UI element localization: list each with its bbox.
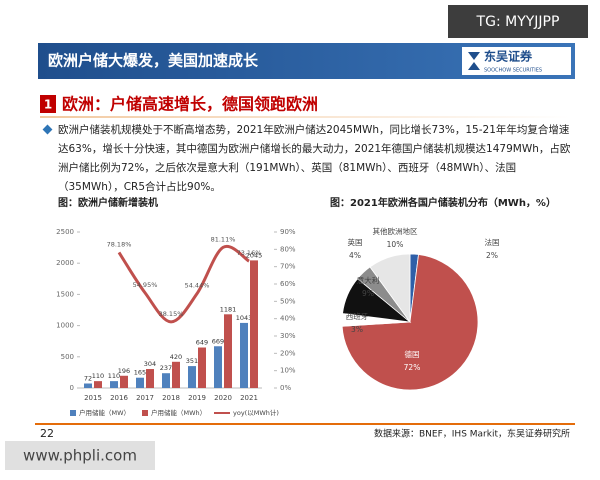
legend-swatch	[142, 410, 148, 416]
bar	[146, 369, 154, 388]
x-tick-label: 2015	[84, 394, 102, 402]
y2-tick-label: 80%	[280, 245, 296, 253]
y-tick-label: 1500	[56, 290, 74, 298]
line-value-label: 54.95%	[133, 281, 158, 289]
bar-value-label: 196	[118, 367, 130, 375]
line-value-label: 54.44%	[185, 282, 210, 290]
bar	[110, 381, 118, 388]
legend-label: 户用储能（MWh）	[151, 408, 206, 417]
pie-value-label: 3%	[351, 325, 363, 334]
pie-label: 其他欧洲地区	[373, 226, 418, 236]
bar	[172, 361, 180, 388]
bar	[120, 375, 128, 388]
x-tick-label: 2021	[240, 394, 258, 402]
logo-box	[462, 47, 571, 75]
y2-tick-label: 10%	[280, 367, 296, 375]
section-number-box	[40, 95, 56, 113]
bar-value-label: 110	[108, 372, 120, 380]
pie-value-label: 10%	[387, 240, 404, 249]
watermark-top: TG: MYYJJPP	[476, 14, 560, 30]
y-tick-label: 2500	[56, 228, 74, 236]
y2-tick-label: 20%	[280, 349, 296, 357]
y2-tick-label: 70%	[280, 263, 296, 271]
bar-value-label: 2045	[246, 251, 263, 259]
y2-tick-label: 90%	[280, 228, 296, 236]
header-title: 欧洲户储大爆发，美国加速成长	[48, 52, 259, 70]
chart-title: 图：欧洲户储新增装机	[58, 196, 158, 209]
x-tick-label: 2019	[188, 394, 206, 402]
y2-tick-label: 40%	[280, 315, 296, 323]
bar-value-label: 304	[144, 360, 156, 368]
pie-value-label: 9%	[362, 289, 374, 298]
line-value-label: 38.15%	[159, 310, 184, 318]
y2-tick-label: 30%	[280, 332, 296, 340]
bar	[224, 314, 232, 388]
y2-tick-label: 0%	[280, 384, 291, 392]
pie-value-label: 72%	[404, 363, 421, 372]
y-tick-label: 2000	[56, 259, 74, 267]
y2-tick-label: 50%	[280, 297, 296, 305]
x-tick-label: 2016	[110, 394, 128, 402]
line-value-label: 73.16%	[237, 249, 262, 257]
x-tick-label: 2020	[214, 394, 232, 402]
watermark-bottom: www.phpli.com	[23, 447, 137, 465]
y2-tick-label: 60%	[280, 280, 296, 288]
pie-value-label: 4%	[349, 251, 361, 260]
line-value-label: 81.11%	[211, 235, 236, 243]
logo-cn: 东吴证券	[484, 49, 533, 64]
page-number: 22	[40, 427, 54, 440]
bar-value-label: 237	[160, 364, 172, 372]
section-title: 欧洲：户储高速增长，德国领跑欧洲	[62, 95, 318, 114]
bar	[94, 381, 102, 388]
bar	[250, 260, 258, 388]
x-tick-label: 2017	[136, 394, 154, 402]
pie-label: 西班牙	[346, 311, 369, 321]
pie-label: 英国	[348, 237, 363, 247]
y-tick-label: 0	[70, 384, 74, 392]
bullet-text: 欧洲户储装机规模处于不断高增态势，2021年欧洲户储达2045MWh，同比增长7…	[58, 124, 571, 193]
section-underline	[40, 116, 570, 118]
bar	[162, 373, 170, 388]
legend-label: yoy(以MWh计)	[233, 408, 279, 417]
bar-value-label: 1181	[220, 305, 237, 313]
bar-value-label: 669	[212, 337, 224, 345]
pie-label: 法国	[485, 237, 500, 247]
bar-value-label: 1043	[236, 314, 253, 322]
bar-value-label: 72	[84, 375, 92, 383]
legend-label: 户用储能（MW）	[79, 408, 130, 417]
section-number: 1	[44, 98, 52, 112]
watermark-box	[448, 5, 588, 38]
logo-en: SOOCHOW SECURITIES	[484, 68, 542, 74]
source-note: 数据来源：BNEF，IHS Markit，东吴证券研究所	[374, 428, 570, 440]
chart-title: 图：2021年欧洲各国户储装机分布（MWh，%）	[330, 196, 556, 209]
bar	[198, 347, 206, 388]
bar-value-label: 649	[196, 339, 208, 347]
pie-value-label: 2%	[486, 251, 498, 260]
pie-label: 德国	[405, 349, 420, 359]
bar	[136, 377, 144, 388]
y-tick-label: 500	[61, 353, 74, 361]
bar-value-label: 351	[186, 357, 198, 365]
x-tick-label: 2018	[162, 394, 180, 402]
line-value-label: 78.18%	[107, 240, 132, 248]
watermark-box	[5, 441, 155, 470]
line	[117, 244, 250, 324]
bar	[240, 322, 248, 388]
bar-value-label: 420	[170, 353, 182, 361]
bar	[188, 366, 196, 388]
bar	[84, 383, 92, 388]
bar-value-label: 165	[134, 369, 146, 377]
pie-slice	[369, 253, 411, 324]
logo-icon	[468, 52, 480, 70]
pie-label: 意大利	[357, 275, 380, 285]
legend-swatch	[70, 410, 76, 416]
bar-value-label: 110	[92, 372, 104, 380]
y-tick-label: 1000	[56, 322, 74, 330]
bar	[214, 346, 222, 388]
